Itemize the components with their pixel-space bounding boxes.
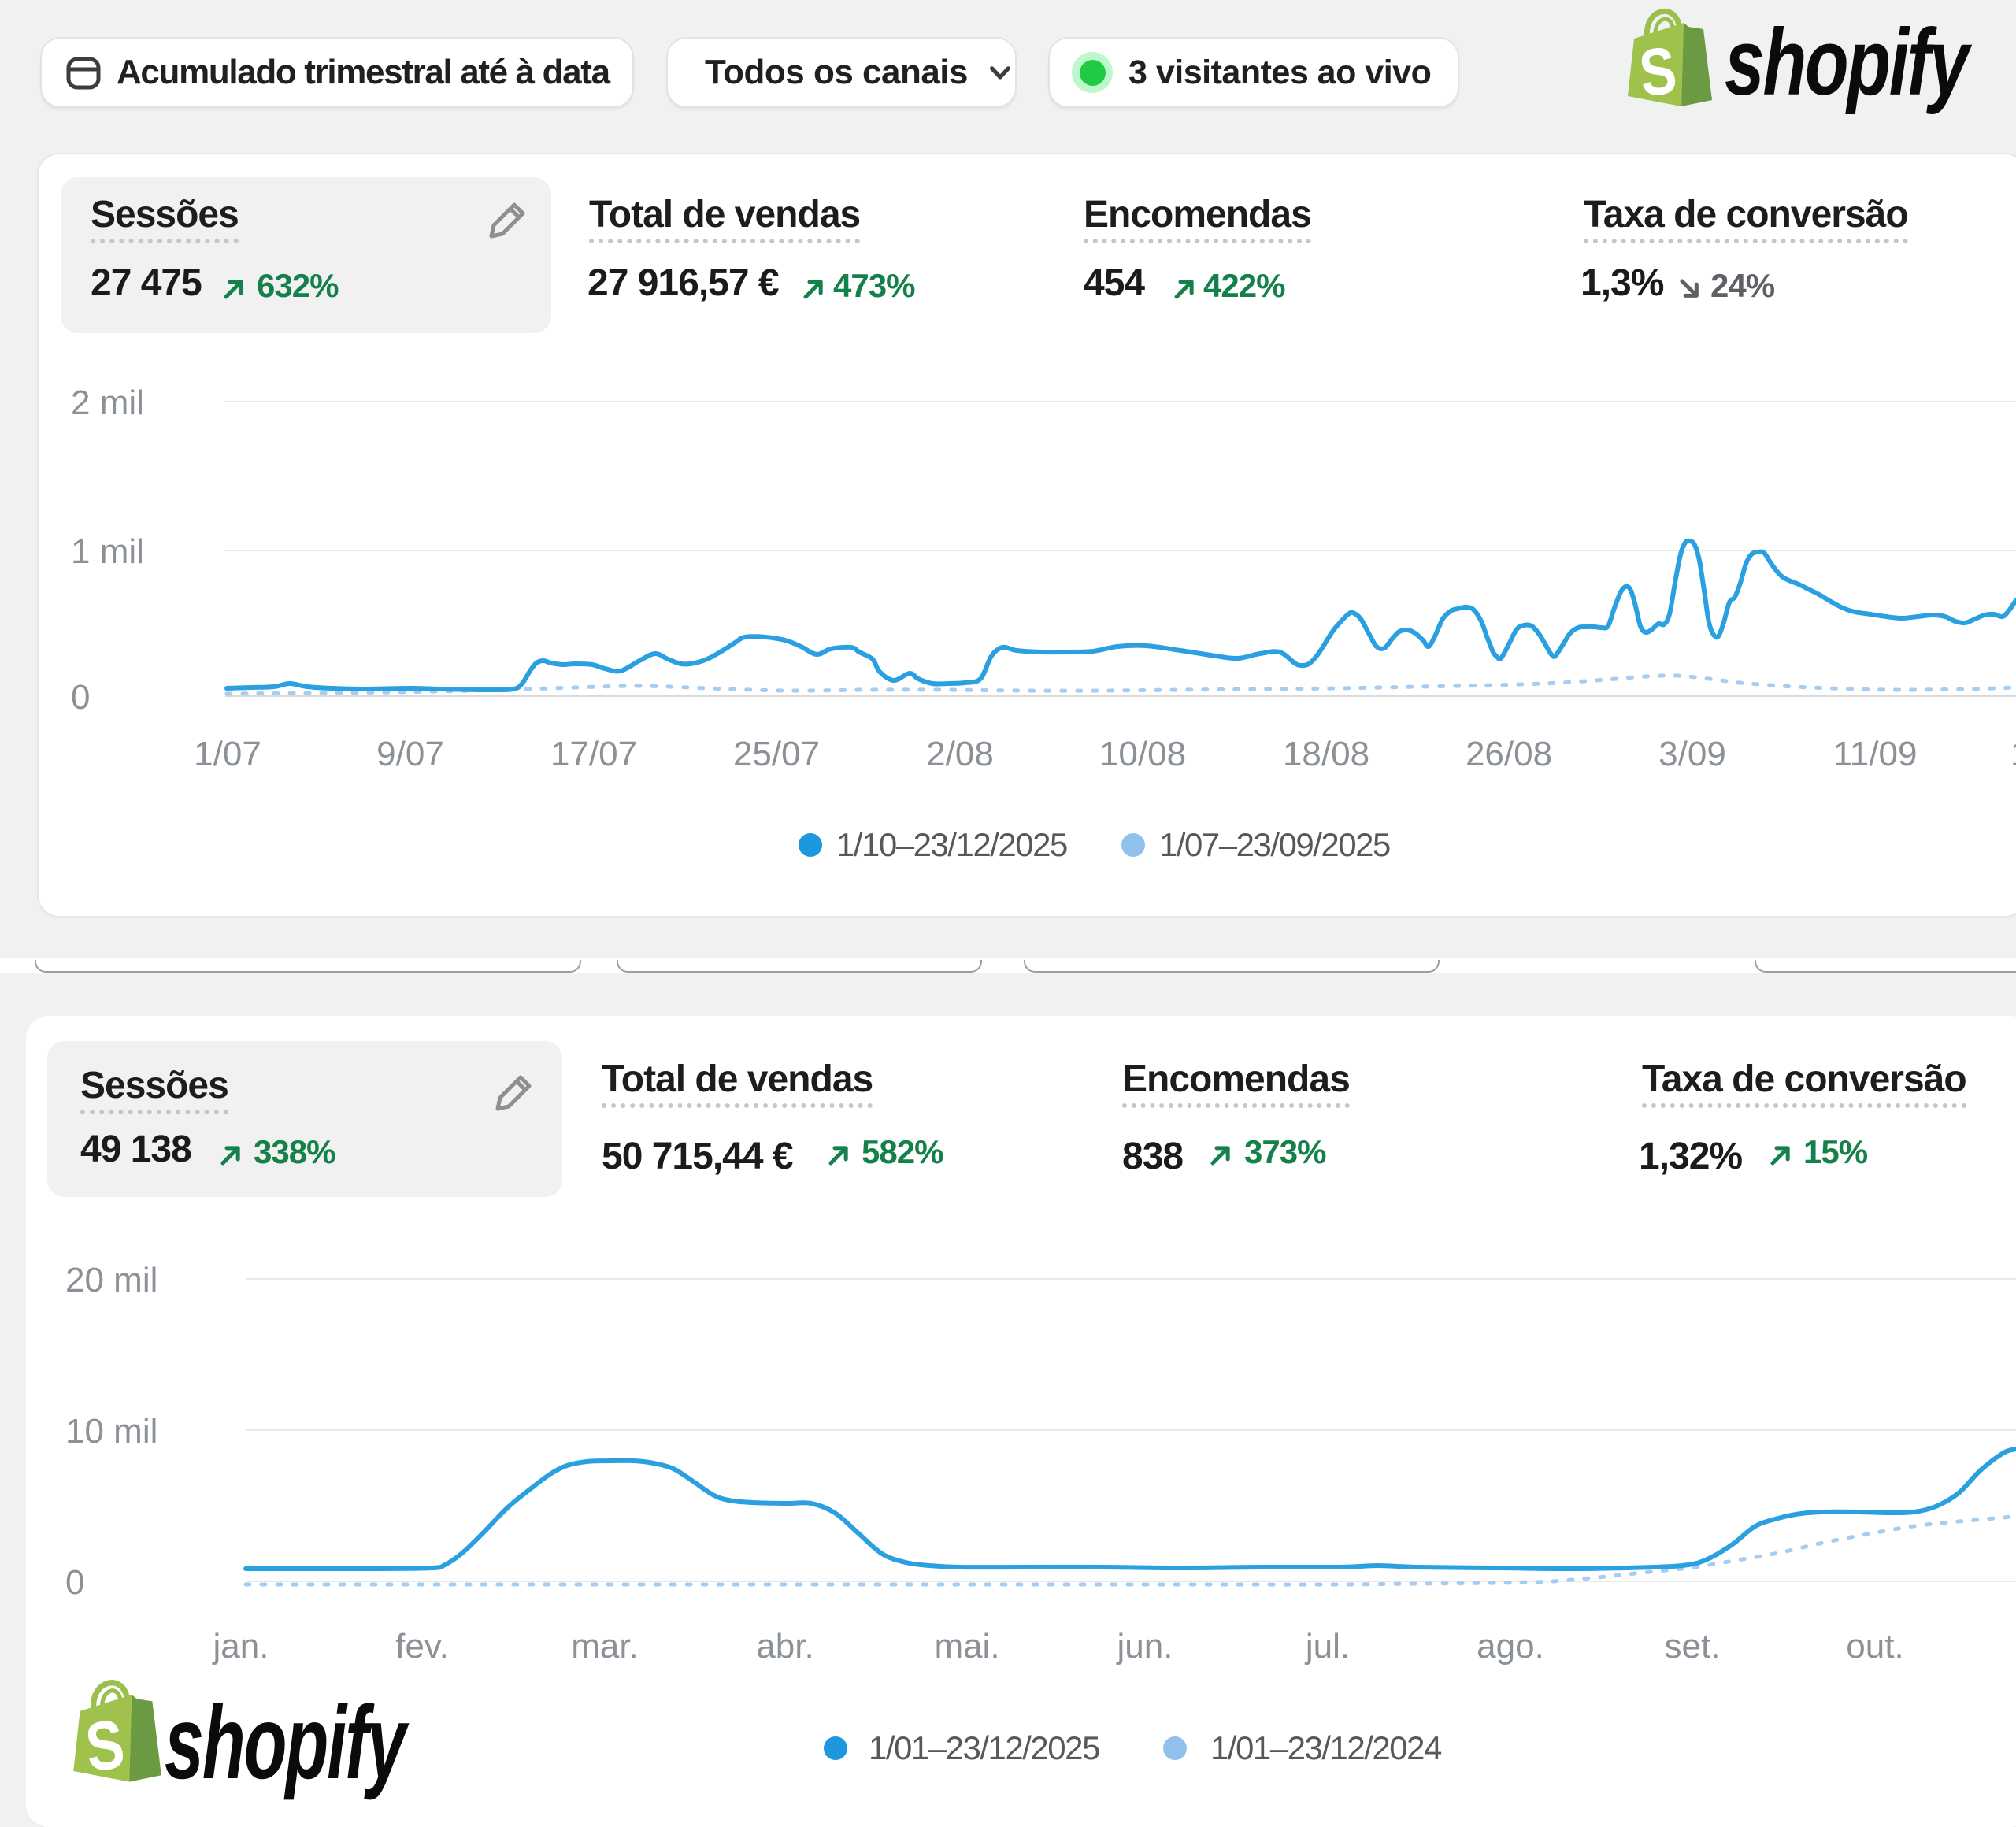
svg-text:jun.: jun. [1116,1627,1173,1666]
svg-text:mai.: mai. [934,1627,999,1666]
svg-text:abr.: abr. [756,1627,813,1666]
svg-text:S: S [1636,32,1681,110]
svg-text:2/08: 2/08 [926,735,994,773]
svg-text:18/08: 18/08 [1283,735,1369,773]
svg-text:11/09: 11/09 [1833,735,1918,773]
svg-text:S: S [81,1705,128,1786]
svg-text:out.: out. [1846,1627,1903,1666]
svg-text:set.: set. [1665,1627,1721,1666]
svg-text:9/07: 9/07 [376,735,444,773]
svg-text:2 mil: 2 mil [71,384,144,422]
svg-text:19/09: 19/09 [2010,735,2016,773]
svg-text:1/07: 1/07 [194,735,261,773]
svg-text:25/07: 25/07 [733,735,820,773]
svg-text:10/08: 10/08 [1099,735,1186,773]
svg-text:0: 0 [65,1563,84,1602]
svg-text:17/07: 17/07 [550,735,637,773]
svg-text:ago.: ago. [1477,1627,1544,1666]
svg-text:1 mil: 1 mil [71,532,144,571]
svg-text:3/09: 3/09 [1658,735,1726,773]
svg-text:26/08: 26/08 [1466,735,1552,773]
svg-text:fev.: fev. [395,1627,449,1666]
svg-text:20 mil: 20 mil [65,1261,158,1299]
svg-text:mar.: mar. [571,1627,639,1666]
svg-text:0: 0 [71,678,90,717]
svg-text:jan.: jan. [212,1627,269,1666]
svg-text:10 mil: 10 mil [65,1412,158,1451]
svg-text:jul.: jul. [1304,1627,1350,1666]
